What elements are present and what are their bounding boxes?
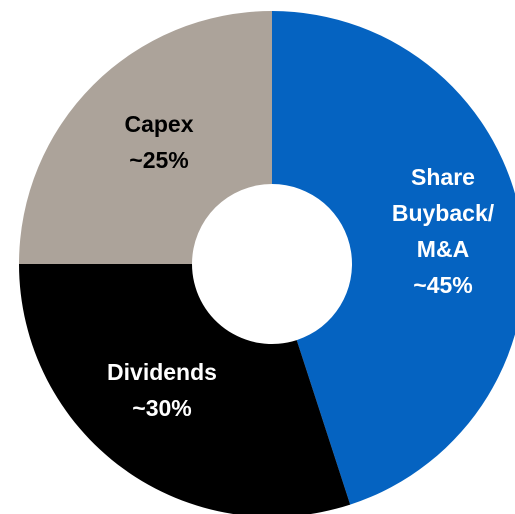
slice [19,264,351,514]
slice-label: Dividends ~30% [92,354,232,426]
value-label: ~45% [413,272,473,298]
slice [272,11,515,505]
slice [19,11,272,264]
value-label: ~30% [132,395,192,421]
category-label: Dividends [107,359,217,385]
slice-label: Capex ~25% [89,106,229,178]
category-label: Capex [124,111,194,137]
value-label: ~25% [129,147,189,173]
category-label: Share Buyback/ M&A [391,164,495,262]
slice-label: Share Buyback/ M&A ~45% [373,159,513,303]
